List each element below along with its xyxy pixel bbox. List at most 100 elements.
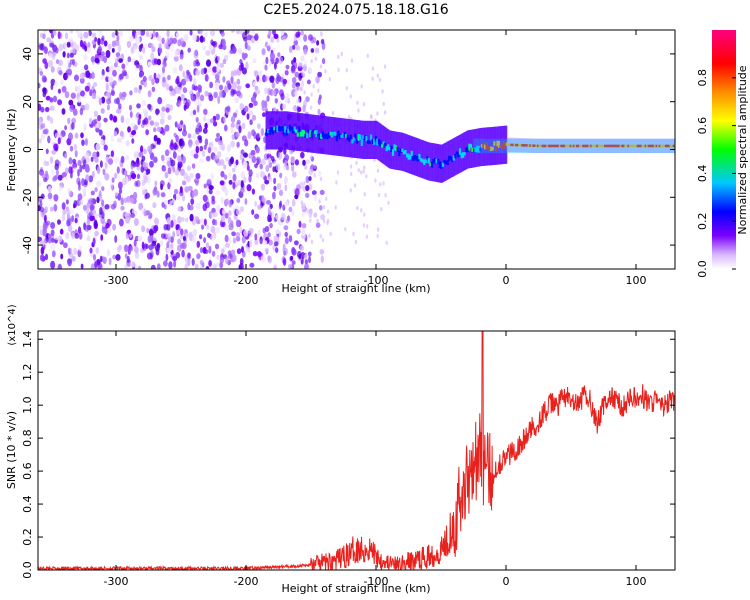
heatmap-noise-cell (89, 247, 93, 254)
heatmap-signal-core (293, 126, 296, 132)
heatmap-signal-core (532, 144, 535, 147)
heatmap-signal-halo (429, 142, 432, 181)
heatmap-noise-cell (274, 98, 278, 104)
heatmap-noise-cell (261, 158, 266, 166)
heatmap-noise-cell (222, 76, 226, 83)
heatmap-noise-cell (72, 108, 78, 116)
heatmap-noise-cell (69, 104, 74, 112)
heatmap-noise-cell (235, 232, 241, 238)
heatmap-noise-cell (170, 219, 174, 228)
heatmap-signal-halo (296, 112, 299, 151)
heatmap-noise-cell (204, 74, 209, 82)
heatmap-noise-cell (273, 61, 277, 70)
heatmap-noise-cell (142, 189, 146, 196)
snr-y-tick-label: 1.4 (21, 330, 34, 348)
heatmap-noise-cell (206, 187, 210, 195)
heatmap-signal-core (583, 144, 586, 148)
heatmap-noise-cell (66, 52, 70, 59)
heatmap-noise-cell (251, 114, 257, 121)
heatmap-noise-cell (171, 198, 176, 204)
heatmap-noise-cell (383, 110, 387, 115)
heatmap-noise-cell (44, 161, 50, 166)
heatmap-noise-cell (297, 36, 303, 42)
heatmap-signal-halo (333, 117, 335, 156)
heatmap-noise-cell (123, 170, 128, 175)
heatmap-noise-cell (265, 164, 270, 173)
heatmap-noise-cell (174, 50, 178, 58)
heatmap-noise-cell (77, 85, 82, 94)
heatmap-noise-cell (83, 64, 89, 71)
heatmap-noise-cell (169, 142, 175, 151)
heatmap-noise-cell (249, 110, 254, 116)
heatmap-noise-cell (143, 117, 149, 125)
heatmap-noise-cell (106, 104, 110, 111)
heatmap-noise-cell (79, 90, 85, 97)
heatmap-noise-cell (45, 220, 51, 226)
heatmap-noise-cell (57, 99, 63, 106)
heatmap-noise-cell (130, 122, 135, 128)
heatmap-noise-cell (140, 165, 145, 173)
heatmap-noise-cell (97, 261, 102, 269)
heatmap-noise-cell (159, 118, 165, 125)
heatmap-noise-cell (77, 101, 82, 107)
snr-x-ticks: -300 -200 -100 0 100 (104, 331, 647, 588)
heatmap-noise-cell (139, 70, 145, 77)
heatmap-signal-core (359, 134, 362, 140)
heatmap-signal-halo (405, 134, 408, 173)
heatmap-noise-cell (320, 255, 324, 263)
heatmap-noise-cell (39, 71, 44, 76)
heatmap-noise-cell (291, 164, 295, 172)
heatmap-noise-cell (210, 226, 216, 234)
heatmap-noise-cell (293, 39, 299, 46)
heatmap-signal-core (547, 144, 551, 148)
heatmap-noise-cell (365, 234, 369, 239)
heatmap-signal-core (630, 144, 633, 148)
heatmap-noise-cell (84, 103, 90, 111)
heatmap-noise-cell (264, 226, 270, 233)
snr-x-tick-label: -300 (104, 575, 129, 588)
heatmap-noise-cell (46, 115, 51, 121)
heatmap-signal-core (490, 146, 493, 151)
heatmap-noise-cell (284, 237, 289, 245)
heatmap-noise-cell (349, 188, 352, 193)
heatmap-signal-core (591, 144, 594, 148)
heatmap-signal-core (437, 159, 440, 164)
heatmap-signal-core (596, 144, 599, 148)
heatmap-signal-core (618, 144, 621, 148)
heatmap-noise-cell (137, 265, 142, 269)
heatmap-signal-core (508, 143, 512, 147)
heatmap-noise-cell (317, 71, 322, 78)
heatmap-noise-cell (313, 164, 316, 170)
heatmap-signal-core (572, 144, 575, 148)
heatmap-noise-cell (284, 70, 289, 76)
heatmap-noise-cell (250, 96, 256, 103)
heatmap-signal-halo (298, 112, 301, 152)
heatmap-noise-cell (118, 58, 123, 63)
heatmap-noise-cell (94, 213, 99, 219)
heatmap-noise-cell (99, 160, 103, 168)
heatmap-noise-cell (363, 192, 366, 197)
heatmap-noise-cell (261, 106, 266, 112)
heatmap-noise-cell (91, 170, 95, 178)
heatmap-noise-cell (303, 180, 306, 186)
heatmap-noise-cell (77, 96, 82, 103)
heatmap-noise-cell (301, 79, 304, 88)
heatmap-noise-cell (244, 41, 248, 50)
heatmap-signal-halo (283, 111, 285, 150)
heatmap-noise-cell (189, 213, 194, 222)
heatmap-noise-cell (83, 123, 87, 132)
heatmap-noise-cell (65, 199, 69, 205)
heatmap-noise-cell (261, 100, 266, 108)
heatmap-noise-cell (217, 140, 224, 146)
heatmap-noise-cell (217, 96, 221, 104)
heatmap-noise-cell (267, 232, 271, 238)
heatmap-noise-cell (301, 211, 305, 218)
heatmap-noise-cell (192, 133, 197, 140)
heatmap-noise-cell (179, 54, 184, 60)
heatmap-noise-cell (65, 167, 69, 175)
heatmap-noise-cell (205, 59, 212, 67)
heatmap-noise-cell (57, 59, 63, 66)
heatmap-noise-cell (113, 115, 118, 123)
heatmap-noise-cell (203, 237, 207, 244)
heatmap-noise-cell (290, 66, 296, 74)
